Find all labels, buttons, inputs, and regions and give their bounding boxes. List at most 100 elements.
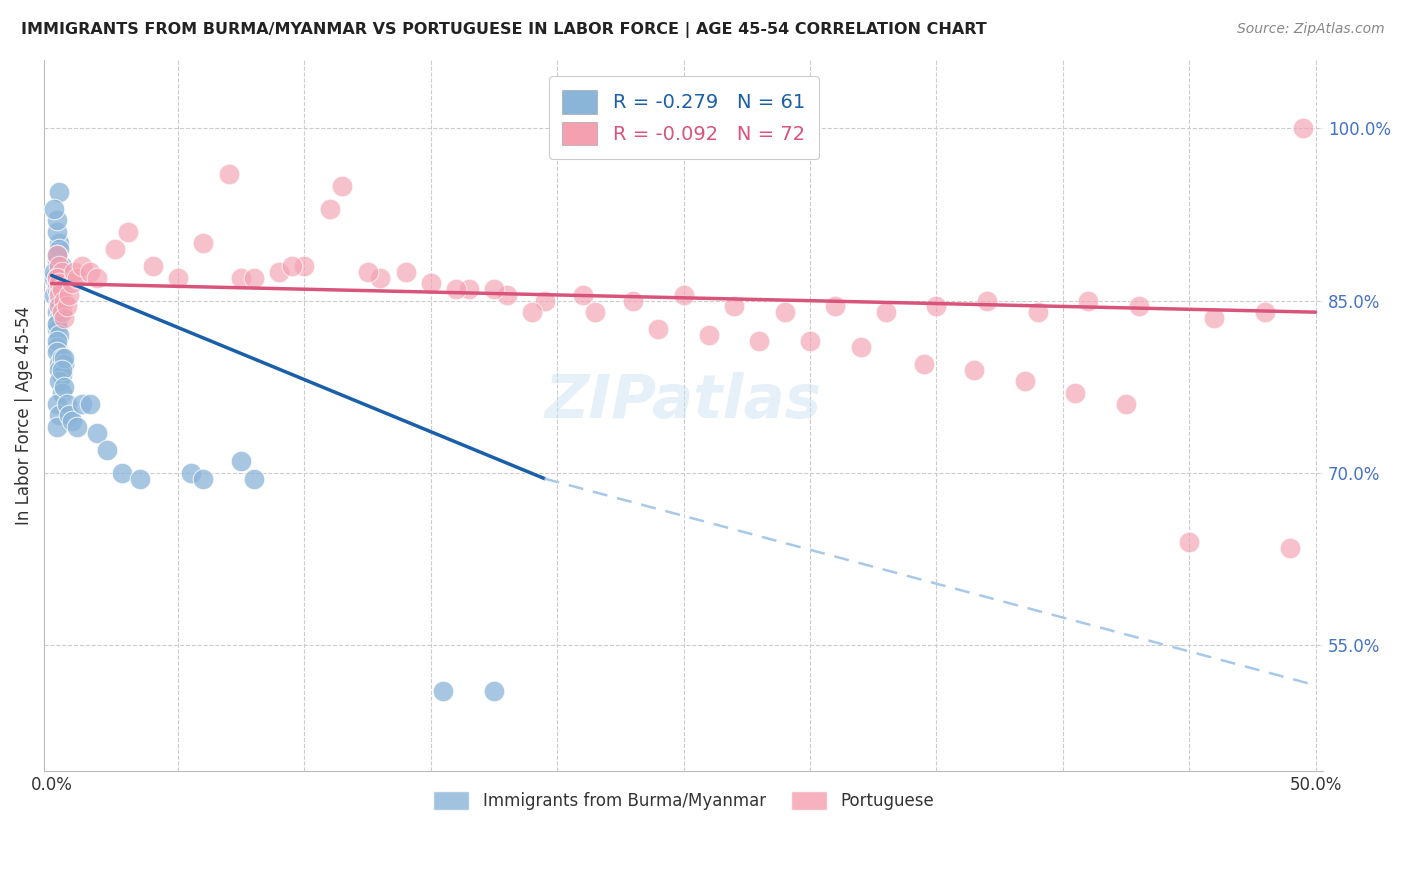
Point bbox=[697, 328, 720, 343]
Point bbox=[368, 270, 391, 285]
Point bbox=[48, 242, 70, 256]
Point bbox=[1077, 293, 1099, 308]
Point bbox=[48, 293, 70, 308]
Point bbox=[281, 259, 304, 273]
Point bbox=[482, 684, 505, 698]
Point bbox=[45, 225, 67, 239]
Point bbox=[1178, 534, 1201, 549]
Point bbox=[243, 270, 266, 285]
Point bbox=[129, 472, 152, 486]
Point bbox=[672, 288, 695, 302]
Point bbox=[1014, 374, 1036, 388]
Point bbox=[45, 270, 67, 285]
Point bbox=[48, 300, 70, 314]
Point bbox=[482, 282, 505, 296]
Point bbox=[1254, 305, 1277, 319]
Y-axis label: In Labor Force | Age 45-54: In Labor Force | Age 45-54 bbox=[15, 306, 32, 525]
Legend: Immigrants from Burma/Myanmar, Portuguese: Immigrants from Burma/Myanmar, Portugues… bbox=[426, 784, 941, 816]
Point bbox=[48, 362, 70, 376]
Point bbox=[963, 362, 986, 376]
Point bbox=[45, 305, 67, 319]
Point bbox=[356, 265, 378, 279]
Point bbox=[218, 168, 240, 182]
Text: ZIPatlas: ZIPatlas bbox=[546, 372, 823, 431]
Point bbox=[1026, 305, 1049, 319]
Point bbox=[1128, 300, 1150, 314]
Point bbox=[51, 351, 73, 365]
Point bbox=[117, 225, 139, 239]
Point bbox=[48, 277, 70, 291]
Point bbox=[332, 178, 354, 193]
Point bbox=[44, 265, 66, 279]
Point bbox=[70, 397, 93, 411]
Point bbox=[432, 684, 454, 698]
Point bbox=[45, 420, 67, 434]
Point bbox=[621, 293, 644, 308]
Point bbox=[51, 265, 73, 279]
Point bbox=[45, 248, 67, 262]
Point bbox=[51, 282, 73, 296]
Point bbox=[1064, 385, 1087, 400]
Point bbox=[875, 305, 897, 319]
Point bbox=[849, 340, 872, 354]
Point bbox=[48, 288, 70, 302]
Point bbox=[53, 351, 76, 365]
Point bbox=[142, 259, 165, 273]
Point bbox=[45, 270, 67, 285]
Point bbox=[104, 242, 127, 256]
Point bbox=[86, 270, 108, 285]
Point bbox=[58, 288, 80, 302]
Point bbox=[495, 288, 517, 302]
Point bbox=[58, 409, 80, 423]
Point bbox=[53, 310, 76, 325]
Point bbox=[51, 385, 73, 400]
Point bbox=[520, 305, 543, 319]
Point bbox=[44, 270, 66, 285]
Point bbox=[56, 397, 79, 411]
Point bbox=[799, 334, 821, 348]
Point bbox=[44, 288, 66, 302]
Point bbox=[1292, 121, 1315, 136]
Text: Source: ZipAtlas.com: Source: ZipAtlas.com bbox=[1237, 22, 1385, 37]
Point bbox=[51, 259, 73, 273]
Point bbox=[53, 380, 76, 394]
Point bbox=[457, 282, 479, 296]
Point bbox=[96, 442, 118, 457]
Point bbox=[60, 414, 83, 428]
Point bbox=[394, 265, 416, 279]
Point bbox=[44, 202, 66, 216]
Point bbox=[66, 420, 89, 434]
Point bbox=[45, 322, 67, 336]
Point bbox=[45, 334, 67, 348]
Point bbox=[773, 305, 796, 319]
Point bbox=[231, 454, 253, 468]
Point bbox=[48, 328, 70, 343]
Point bbox=[1279, 541, 1302, 555]
Point bbox=[533, 293, 555, 308]
Point bbox=[48, 185, 70, 199]
Point bbox=[444, 282, 467, 296]
Point bbox=[79, 397, 101, 411]
Point bbox=[48, 236, 70, 251]
Point bbox=[647, 322, 669, 336]
Point bbox=[824, 300, 846, 314]
Point bbox=[45, 277, 67, 291]
Point bbox=[45, 317, 67, 331]
Point bbox=[66, 270, 89, 285]
Point bbox=[45, 340, 67, 354]
Point bbox=[48, 293, 70, 308]
Point bbox=[48, 265, 70, 279]
Point bbox=[70, 259, 93, 273]
Point bbox=[56, 300, 79, 314]
Point bbox=[925, 300, 948, 314]
Point bbox=[48, 374, 70, 388]
Point bbox=[60, 277, 83, 291]
Point bbox=[571, 288, 593, 302]
Point bbox=[48, 288, 70, 302]
Point bbox=[45, 253, 67, 268]
Point bbox=[748, 334, 770, 348]
Point bbox=[45, 397, 67, 411]
Point bbox=[51, 300, 73, 314]
Point bbox=[193, 236, 215, 251]
Point bbox=[45, 282, 67, 296]
